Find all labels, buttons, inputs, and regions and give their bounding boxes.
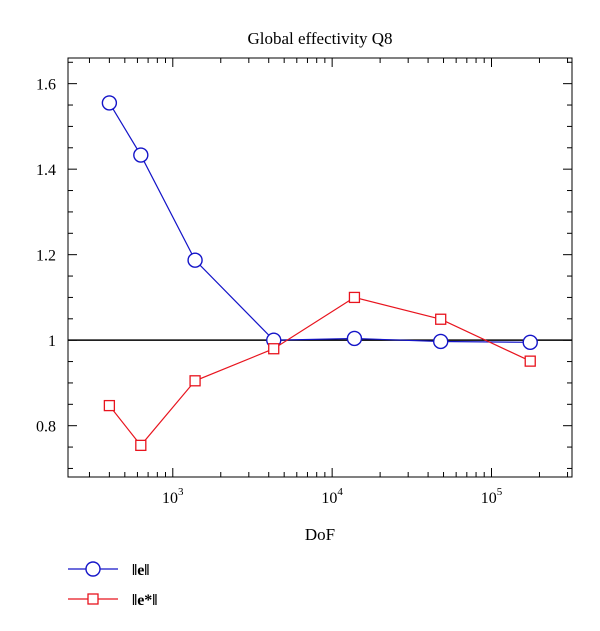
data-point-circle [522, 334, 538, 351]
data-point-square [189, 375, 201, 387]
data-point-square [135, 439, 147, 452]
x-tick-label: 104 [321, 486, 343, 507]
legend-label: ‖e‖ [132, 562, 149, 579]
data-point-square [524, 355, 536, 367]
data-point-circle [433, 333, 449, 350]
data-point-square [435, 313, 447, 325]
y-tick-label: 1.6 [36, 77, 56, 94]
y-tick-label: 1 [48, 333, 56, 350]
data-point-circle [187, 252, 203, 268]
series-line-circle [108, 102, 531, 343]
y-tick-label: 0.8 [36, 419, 56, 436]
y-tick-label: 1.4 [36, 162, 56, 179]
legend: ‖e‖ ‖e*‖ [68, 561, 157, 609]
data-point-circle [346, 330, 363, 347]
data-point-square [268, 343, 280, 355]
x-tick-label: 103 [162, 486, 184, 507]
legend-label: ‖e*‖ [132, 592, 157, 609]
plot-area: 0.8 1 1.2 1.4 1.6 103 104 105 [36, 57, 573, 507]
data-point-circle [101, 95, 118, 111]
chart-title: Global effectivity Q8 [247, 29, 392, 48]
data-point-square [103, 399, 116, 412]
data-point-circle [133, 147, 149, 163]
x-tick-label: 105 [481, 486, 503, 507]
legend-marker-square [87, 593, 99, 605]
series-line-square [108, 296, 531, 447]
data-point-square [348, 291, 361, 304]
y-tick-label: 1.2 [36, 248, 56, 265]
x-axis-label: DoF [305, 525, 335, 544]
plot-frame [67, 57, 573, 478]
legend-marker-circle [85, 561, 101, 577]
